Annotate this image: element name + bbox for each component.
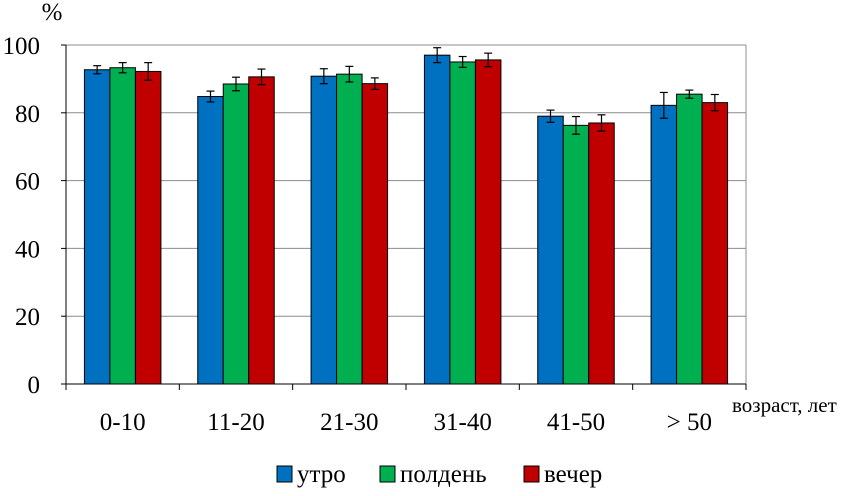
legend-label-1: утро	[297, 461, 346, 488]
x-tick-label: 21-30	[320, 409, 378, 436]
bar-2-6	[676, 93, 703, 385]
legend-label-3: вечер	[544, 461, 602, 488]
x-tick-label: 31-40	[434, 409, 492, 436]
y-tick-label: 20	[15, 304, 40, 331]
bar-1-2	[197, 96, 224, 385]
bar-2-1	[109, 67, 136, 385]
bar-1-3	[310, 75, 338, 385]
bar-1-1	[83, 69, 111, 385]
gridlines	[66, 44, 747, 384]
labels: % возраст, лет 0 20 40 60 80 100 0-10 11-20 21-3…	[3, 0, 837, 436]
x-tick-label: 0-10	[100, 409, 146, 436]
axes	[61, 44, 747, 390]
bar-3-4	[474, 59, 502, 385]
bar-1-5	[537, 115, 564, 385]
bars	[83, 54, 729, 385]
bar-1-6	[650, 104, 678, 385]
legend-swatch-2	[379, 465, 396, 483]
y-tick-label: 100	[3, 33, 41, 60]
y-axis-title: %	[42, 0, 63, 26]
bar-1-4	[423, 54, 451, 385]
x-tick-label: 41-50	[547, 409, 605, 436]
y-tick-label: 40	[15, 236, 40, 263]
y-tick-label: 0	[28, 372, 41, 399]
error-bars	[93, 47, 719, 135]
bar-2-4	[449, 61, 476, 385]
bar-2-5	[562, 124, 590, 385]
y-tick-label: 80	[15, 101, 40, 128]
legend-swatch-1	[276, 465, 293, 483]
bar-3-6	[701, 102, 729, 385]
bar-3-3	[361, 83, 389, 385]
y-tick-label: 60	[15, 169, 40, 196]
legend-swatch-3	[523, 465, 540, 483]
bar-3-5	[588, 122, 615, 385]
bar-2-3	[336, 73, 363, 385]
bar-2-2	[222, 83, 250, 385]
legend-label-2: полдень	[400, 461, 487, 488]
legend: утро полдень вечер	[276, 461, 602, 488]
bar-3-2	[248, 76, 275, 385]
x-axis-title: возраст, лет	[732, 393, 837, 417]
x-tick-label: > 50	[667, 409, 712, 436]
x-tick-label: 11-20	[207, 409, 264, 436]
bar-3-1	[134, 70, 162, 385]
